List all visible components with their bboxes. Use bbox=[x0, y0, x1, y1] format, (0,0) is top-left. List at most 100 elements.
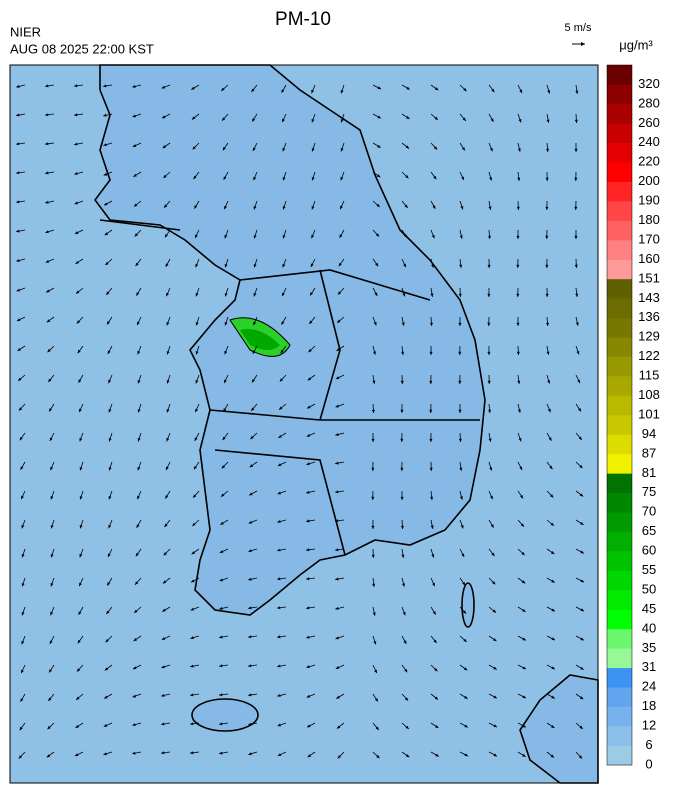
wind-arrow-head bbox=[50, 525, 54, 529]
wind-arrow-head bbox=[103, 723, 108, 727]
wind-arrow-head bbox=[162, 145, 167, 149]
wind-arrow-head bbox=[403, 640, 407, 644]
wind-arrow-head bbox=[50, 495, 54, 500]
wind-arrow-head bbox=[191, 551, 196, 555]
wind-arrow-head bbox=[74, 753, 79, 756]
wind-arrow-head bbox=[580, 608, 585, 612]
wind-arrow-head bbox=[107, 582, 111, 586]
wind-arrow-head bbox=[105, 261, 109, 266]
wind-arrow-head bbox=[135, 262, 139, 267]
wind-arrow-head bbox=[252, 118, 256, 122]
wind-arrow-head bbox=[162, 580, 167, 584]
wind-arrow-head bbox=[516, 264, 520, 268]
wind-arrow-head bbox=[522, 608, 526, 612]
colorbar-label: 24 bbox=[642, 679, 656, 694]
wind-arrow-head bbox=[404, 204, 408, 208]
wind-arrow-head bbox=[459, 264, 463, 268]
wind-arrow-head bbox=[75, 724, 79, 728]
wind-arrow-head bbox=[375, 233, 380, 237]
wind-arrow-head bbox=[337, 319, 341, 323]
wind-arrow-head bbox=[16, 200, 20, 204]
wind-arrow-head bbox=[281, 89, 285, 93]
wind-arrow-head bbox=[493, 666, 497, 670]
wind-arrow-head bbox=[336, 695, 340, 699]
colorbar-segment bbox=[607, 201, 632, 221]
wind-arrow-head bbox=[79, 525, 83, 529]
wind-arrow-head bbox=[516, 206, 520, 210]
colorbar-label: 240 bbox=[638, 134, 660, 149]
wind-arrow-head bbox=[193, 465, 197, 470]
wind-arrow-head bbox=[376, 174, 381, 178]
wind-arrow-head bbox=[462, 117, 466, 121]
colorbar-unit: μg/m³ bbox=[619, 37, 653, 52]
wind-arrow-head bbox=[137, 438, 141, 442]
colorbar-segment bbox=[607, 628, 632, 649]
wind-arrow-head bbox=[161, 693, 165, 697]
colorbar-label: 87 bbox=[642, 445, 656, 460]
wind-arrow-head bbox=[579, 725, 583, 729]
wind-arrow-head bbox=[491, 552, 495, 557]
wind-arrow-head bbox=[132, 751, 136, 755]
wind-arrow-head bbox=[103, 752, 107, 756]
wind-arrow-head bbox=[335, 490, 339, 494]
wind-arrow-head bbox=[375, 262, 379, 267]
wind-arrow-head bbox=[79, 553, 83, 558]
wind-arrow-head bbox=[134, 609, 138, 613]
colorbar-label: 75 bbox=[642, 484, 656, 499]
wind-arrow-head bbox=[551, 724, 555, 728]
wind-arrow-head bbox=[311, 89, 315, 94]
wind-arrow-head bbox=[404, 668, 408, 673]
wind-arrow-head bbox=[21, 583, 25, 587]
wind-arrow-head bbox=[132, 666, 137, 670]
wind-arrow-head bbox=[16, 259, 20, 262]
wind-arrow-head bbox=[103, 143, 107, 147]
wind-arrow-head bbox=[335, 577, 339, 581]
colorbar-label: 136 bbox=[638, 309, 660, 324]
wind-arrow-head bbox=[277, 548, 281, 552]
wind-arrow-head bbox=[489, 467, 493, 471]
colorbar-segment bbox=[607, 395, 632, 416]
colorbar-label: 55 bbox=[642, 562, 656, 577]
wind-arrow-head bbox=[521, 551, 525, 556]
wind-arrow-head bbox=[108, 408, 112, 413]
wind-arrow-head bbox=[282, 177, 286, 181]
wind-arrow-head bbox=[251, 88, 255, 93]
wind-arrow-head bbox=[550, 522, 554, 526]
wind-arrow-head bbox=[337, 291, 342, 295]
wind-arrow-head bbox=[277, 664, 281, 668]
colorbar-label: 18 bbox=[642, 698, 656, 713]
wind-arrow-head bbox=[458, 322, 462, 326]
wind-arrow-head bbox=[219, 722, 223, 726]
wind-arrow-head bbox=[306, 606, 310, 610]
wind-arrow-head bbox=[219, 550, 224, 553]
colorbar-label: 50 bbox=[642, 581, 656, 596]
wind-arrow-head bbox=[335, 404, 340, 408]
wind-arrow-head bbox=[580, 550, 584, 554]
wind-arrow-head bbox=[578, 436, 582, 440]
japan bbox=[519, 674, 599, 784]
wind-arrow-head bbox=[335, 519, 339, 523]
wind-arrow-head bbox=[76, 290, 80, 294]
wind-arrow-head bbox=[165, 263, 169, 267]
wind-arrow-head bbox=[405, 174, 409, 179]
wind-arrow-head bbox=[429, 409, 433, 413]
wind-arrow-head bbox=[224, 264, 228, 268]
wind-arrow-head bbox=[400, 496, 404, 500]
wind-arrow-head bbox=[311, 234, 315, 239]
wind-arrow-head bbox=[516, 235, 520, 239]
wind-arrow-head bbox=[219, 635, 223, 639]
wind-arrow-head bbox=[461, 147, 465, 151]
wind-arrow-head bbox=[309, 320, 313, 324]
wind-arrow-head bbox=[21, 612, 25, 616]
wind-arrow-head bbox=[493, 695, 497, 699]
wind-field bbox=[16, 84, 585, 759]
wind-arrow-head bbox=[104, 202, 108, 206]
colorbar-segment bbox=[607, 162, 632, 182]
wind-arrow-head bbox=[401, 351, 405, 355]
wind-arrow-head bbox=[277, 606, 281, 610]
wind-arrow-head bbox=[516, 322, 520, 326]
wind-arrow-head bbox=[191, 579, 195, 583]
wind-arrow-head bbox=[335, 548, 339, 552]
wind-arrow-head bbox=[194, 205, 198, 209]
wind-arrow-head bbox=[281, 321, 285, 325]
